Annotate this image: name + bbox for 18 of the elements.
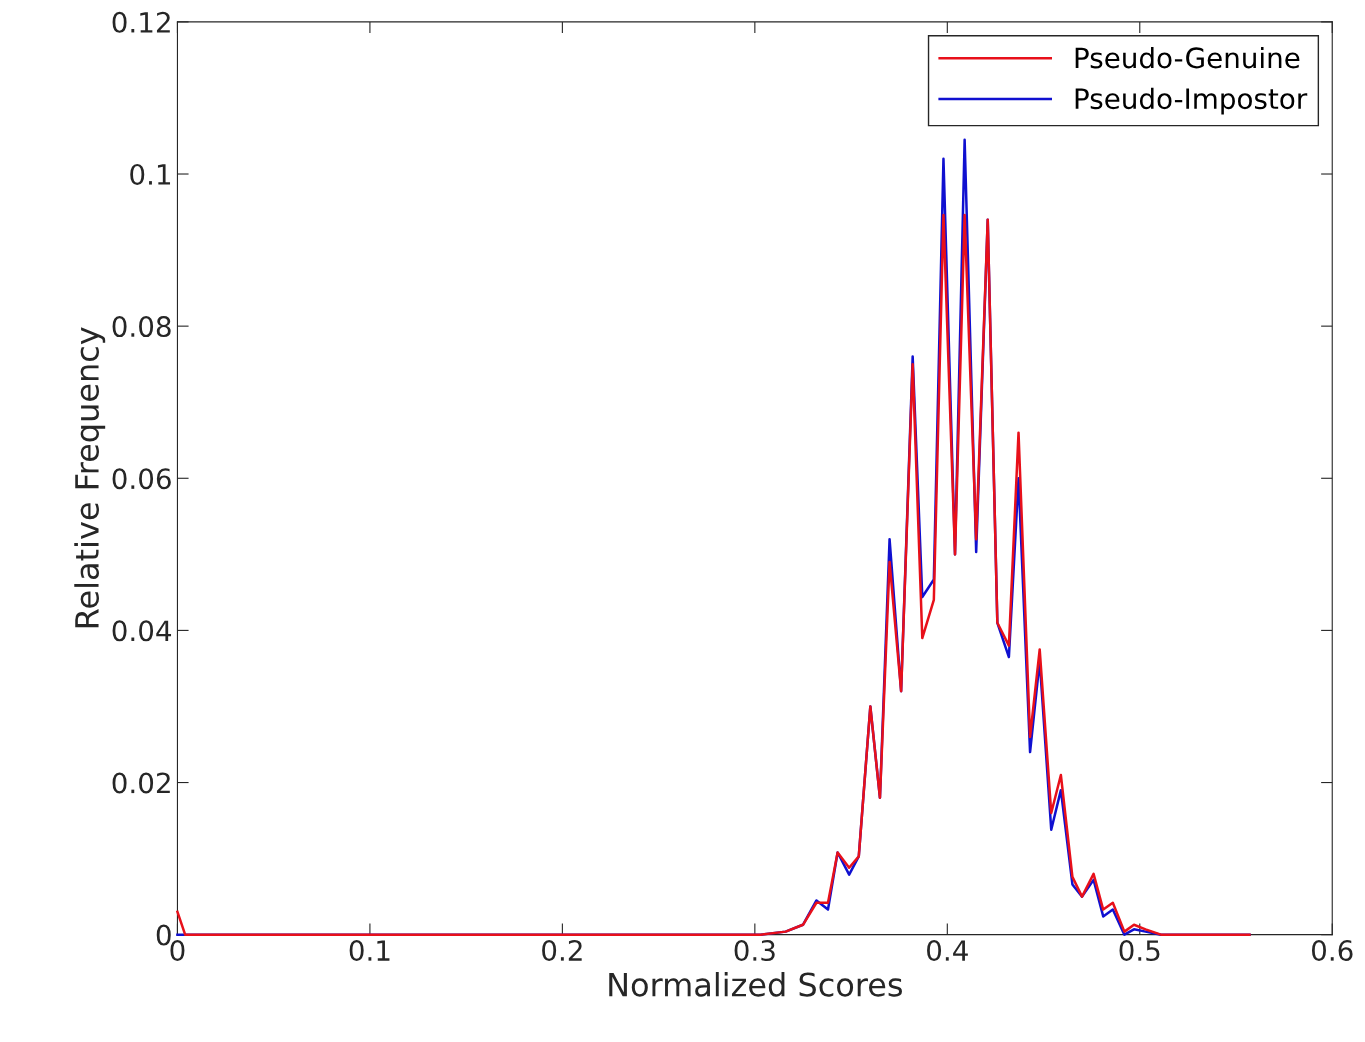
x-tick-label: 0 — [170, 940, 185, 962]
y-tick-label: 0.1 — [130, 163, 171, 185]
y-tick-label: 0.12 — [112, 11, 170, 33]
y-tick-label: 0.08 — [112, 316, 171, 338]
x-tick-label: 0.4 — [927, 940, 968, 962]
x-tick-label: 0.1 — [349, 940, 390, 962]
legend-label: Pseudo-Impostor — [1075, 87, 1308, 115]
y-tick-label: 0 — [156, 924, 171, 946]
y-tick-label: 0.06 — [112, 468, 171, 490]
x-tick-label: 0.2 — [542, 940, 582, 962]
x-tick-label: 0.3 — [734, 940, 775, 962]
y-tick-label: 0.04 — [112, 620, 172, 642]
legend-label: Pseudo-Genuine — [1075, 46, 1300, 69]
y-axis-title: Relative Frequency — [74, 327, 106, 628]
x-tick-label: 0.6 — [1311, 940, 1353, 962]
y-tick-label: 0.02 — [112, 772, 170, 794]
x-tick-label: 0.5 — [1119, 940, 1160, 962]
x-axis-title: Normalized Scores — [609, 971, 902, 997]
